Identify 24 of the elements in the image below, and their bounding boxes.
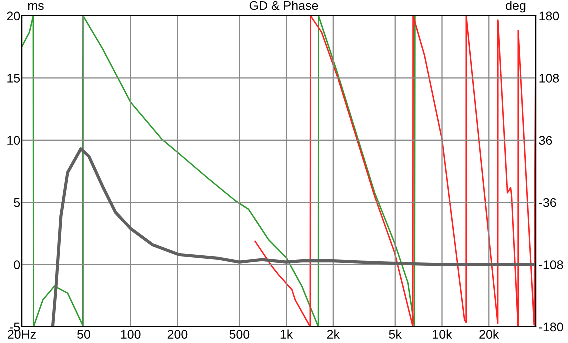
y-tick-label: 20 [7,12,20,21]
x-tick-label: 200 [168,330,188,339]
y-tick-label: 10 [8,136,20,146]
y-tick-label: 15 [8,74,20,83]
y-axis-title: ms [28,3,44,10]
chart-title: GD & Phase [250,1,318,10]
x-tick-label: 50 [78,330,90,339]
x-tick-label: 2k [327,330,340,339]
y2-tick-label: -36 [539,198,556,208]
y-tick-label: 5 [14,198,20,208]
x-tick-label: 20k [480,330,500,339]
x-tick-label: 100 [121,330,141,339]
x-tick-label: 1k [280,330,294,339]
y-tick-label: 0 [14,260,20,270]
x-tick-label: 500 [230,330,250,339]
x-tick-label: 10k [433,330,452,339]
x-tick-label: 20Hz [8,330,36,339]
y2-axis-title: deg [506,1,526,13]
y2-tick-label: -180 [539,322,564,332]
y2-tick-label: 180 [540,12,560,21]
x-tick-label: 5k [389,330,402,339]
y2-tick-label: 36 [539,136,552,146]
y2-tick-label: -108 [539,260,564,270]
y2-tick-label: 108 [540,74,560,83]
